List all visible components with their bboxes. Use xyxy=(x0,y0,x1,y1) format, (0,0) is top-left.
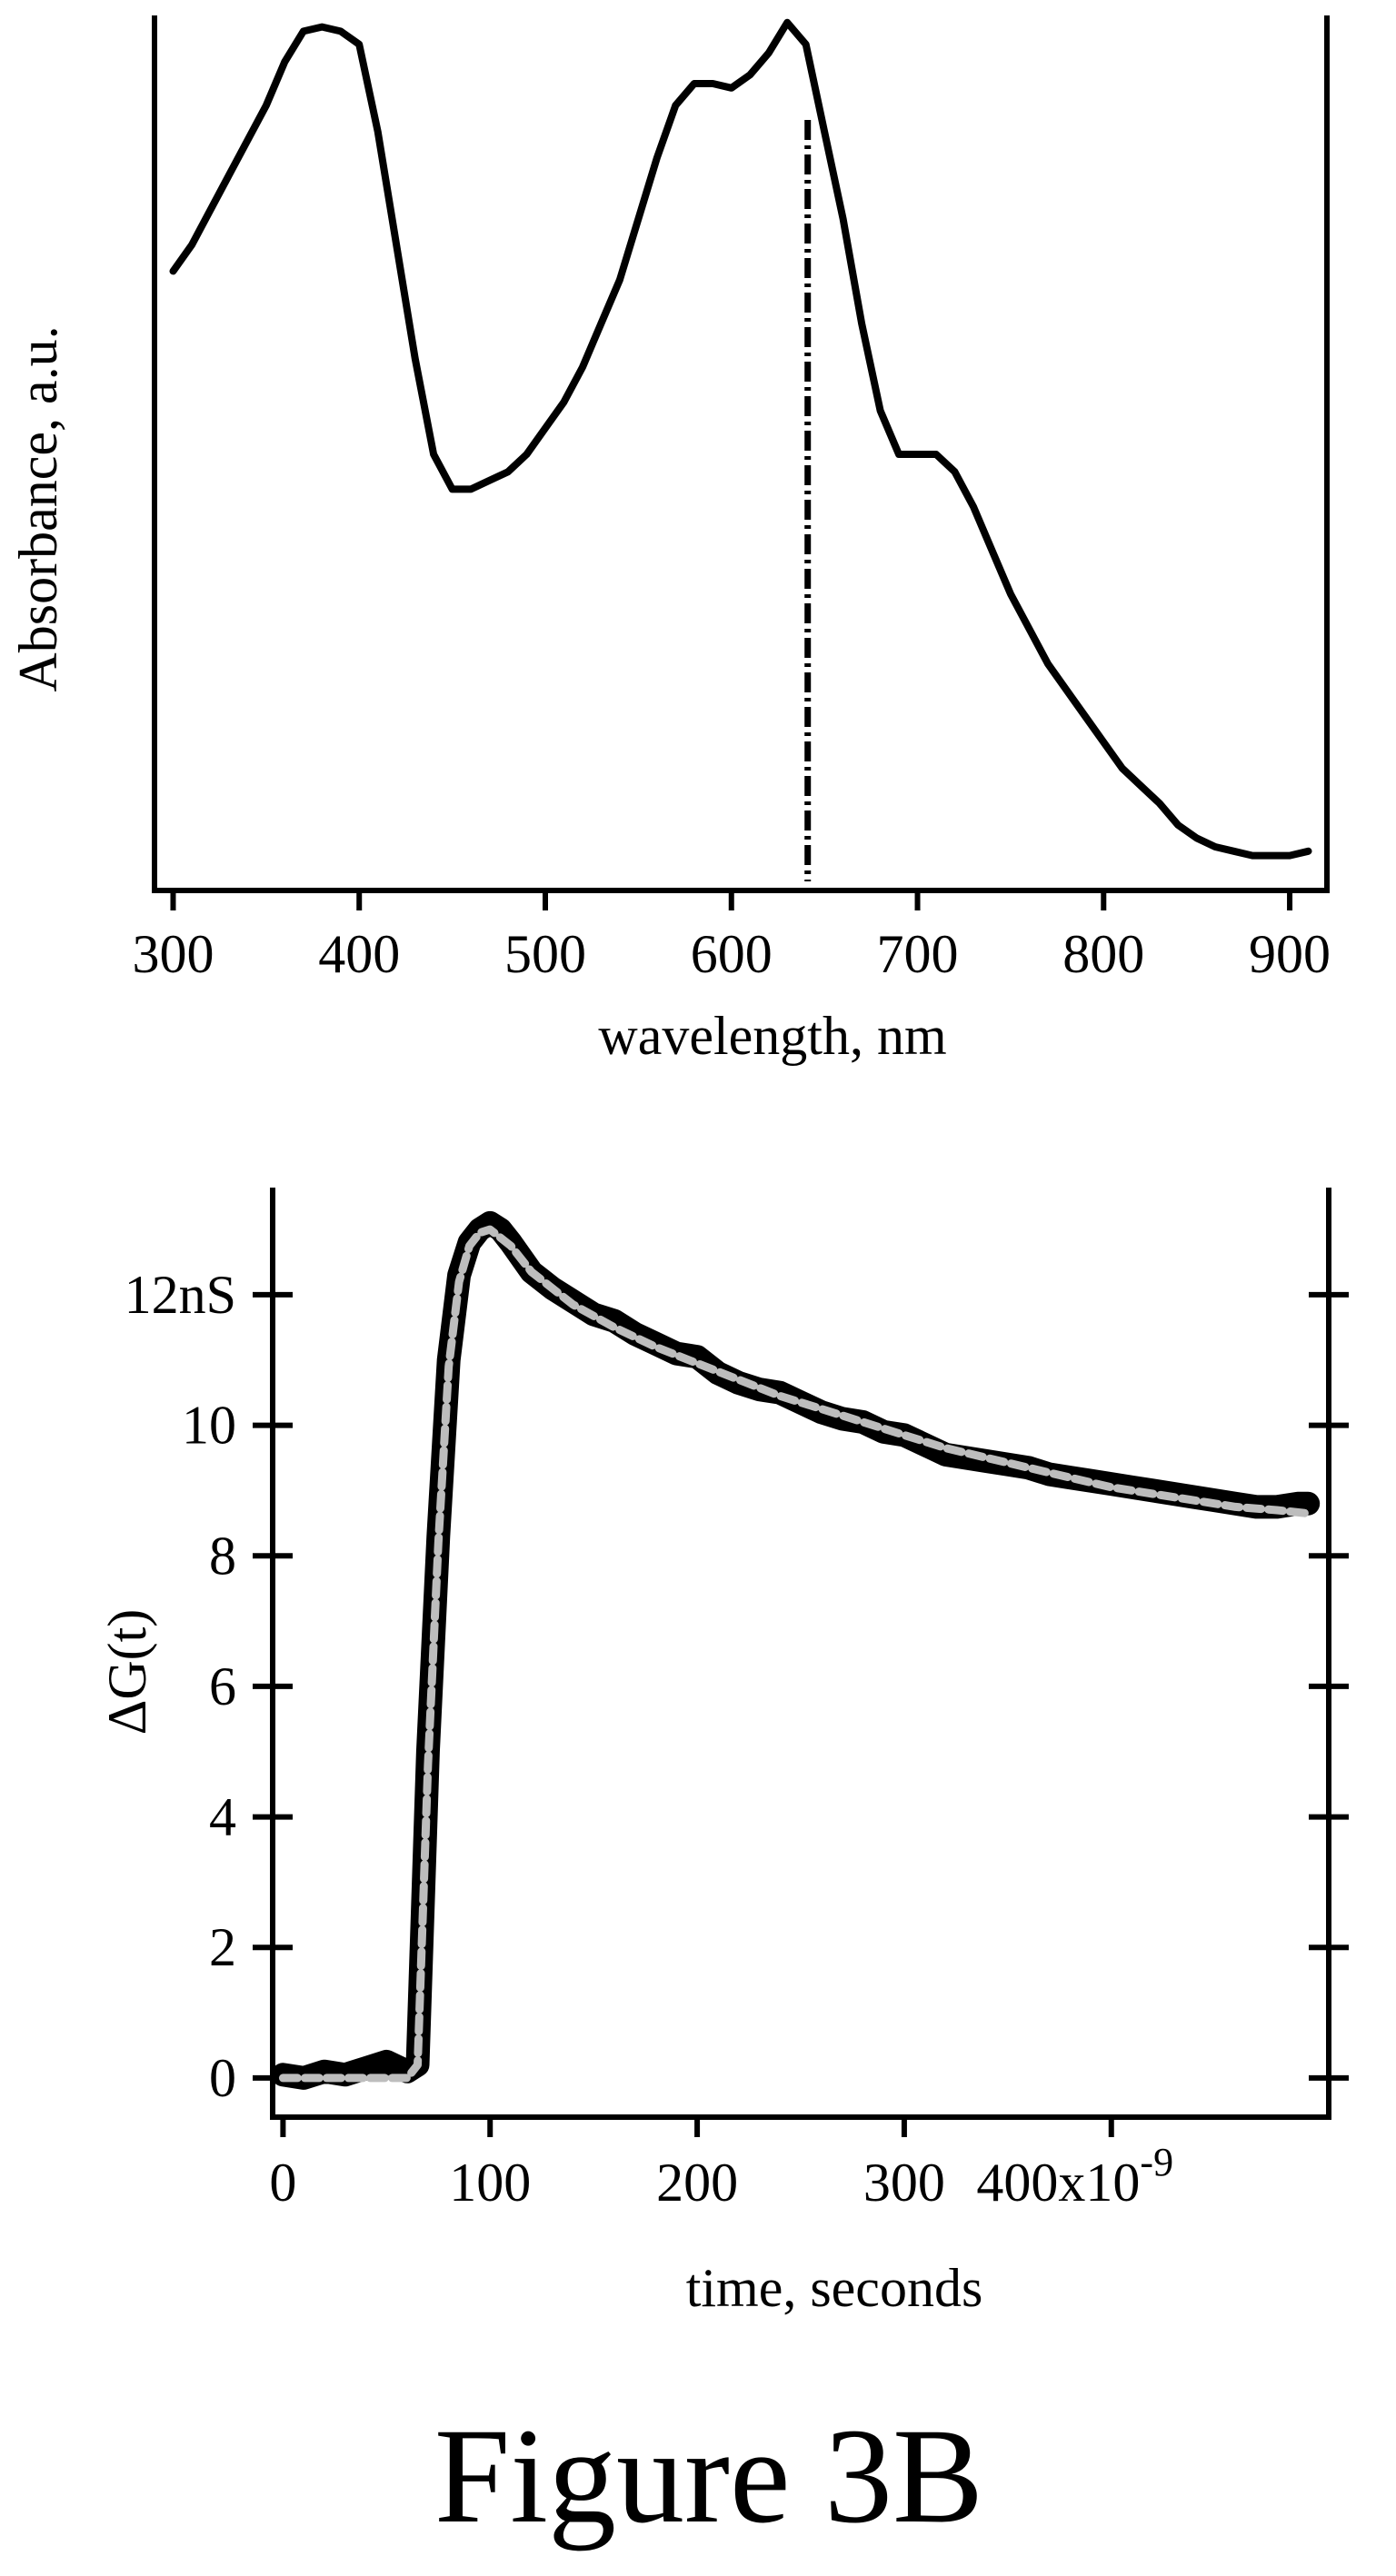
x-tick-label: 500 xyxy=(504,924,586,984)
y-tick-label: 8 xyxy=(209,1526,236,1586)
y-tick-label: 4 xyxy=(209,1787,236,1847)
y-axis-label: Absorbance, a.u. xyxy=(8,325,68,691)
y-tick-label: 10 xyxy=(182,1396,236,1456)
x-axis-label: wavelength, nm xyxy=(598,1006,946,1066)
figure-caption: Figure 3B xyxy=(434,2401,983,2551)
x-axis-ticks: 0 100 200 300 400x10-9 xyxy=(269,2117,1173,2213)
x-tick-label: 800 xyxy=(1062,924,1144,984)
x-axis-label: time, seconds xyxy=(686,2258,983,2318)
x-tick-label: 700 xyxy=(877,924,959,984)
x-tick-label: 600 xyxy=(691,924,773,984)
y-tick-label: 6 xyxy=(209,1656,236,1716)
plot-frame xyxy=(152,15,1330,893)
absorbance-curve xyxy=(169,18,1312,860)
x-tick-label: 400 xyxy=(318,924,400,984)
x-tick-label: 200 xyxy=(656,2153,738,2213)
y-tick-label: 12nS xyxy=(125,1265,236,1325)
absorbance-chart: Absorbance, a.u. wavelength, nm 300 400 50… xyxy=(8,15,1331,1066)
series-group xyxy=(169,18,1312,860)
fit-trace xyxy=(278,1225,1312,2083)
conductance-chart: ΔG(t) time, seconds 0 2 4 6 8 10 12nS 0 100 200 3… xyxy=(97,1188,1349,2318)
x-tick-label: 300 xyxy=(863,2153,945,2213)
y-tick-label: 2 xyxy=(209,1917,236,1977)
x-tick-label: 900 xyxy=(1249,924,1331,984)
y-tick-label: 0 xyxy=(209,2048,236,2108)
x-tick-label: 400x10-9 xyxy=(976,2140,1173,2213)
x-tick-exponent: -9 xyxy=(1140,2140,1173,2184)
y-axis-label: ΔG(t) xyxy=(97,1609,157,1736)
x-axis-ticks: 300 400 500 600 700 800 900 xyxy=(132,890,1331,984)
plot-frame xyxy=(270,1188,1331,2120)
x-tick-label: 0 xyxy=(269,2153,296,2213)
series-group xyxy=(271,1210,1321,2090)
x-tick-label: 300 xyxy=(132,924,214,984)
x-tick-label: 100 xyxy=(449,2153,531,2213)
